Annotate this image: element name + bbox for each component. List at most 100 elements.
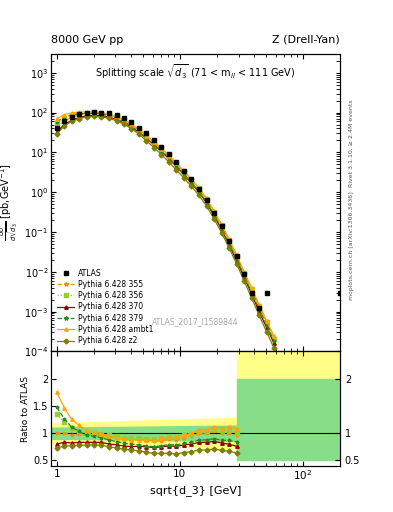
- ATLAS: [196, 186, 201, 192]
- Line: Pythia 6.428 379: Pythia 6.428 379: [55, 112, 276, 343]
- Pythia 6.428 355: [107, 111, 111, 117]
- Pythia 6.428 379: [264, 322, 269, 328]
- Pythia 6.428 379: [137, 129, 141, 135]
- Pythia 6.428 379: [69, 112, 74, 118]
- Pythia 6.428 ambt1: [144, 133, 149, 139]
- Pythia 6.428 ambt1: [99, 110, 104, 116]
- Pythia 6.428 355: [264, 319, 269, 325]
- Pythia 6.428 ambt1: [189, 176, 194, 182]
- Pythia 6.428 379: [99, 111, 104, 117]
- Pythia 6.428 379: [182, 171, 186, 177]
- Text: ATLAS_2017_I1589844: ATLAS_2017_I1589844: [152, 317, 239, 326]
- Pythia 6.428 355: [77, 112, 81, 118]
- Pythia 6.428 ambt1: [219, 222, 224, 228]
- Pythia 6.428 379: [92, 110, 96, 116]
- Pythia 6.428 370: [257, 309, 261, 315]
- Pythia 6.428 355: [129, 121, 134, 127]
- Pythia 6.428 356: [242, 270, 246, 276]
- Pythia 6.428 355: [219, 223, 224, 229]
- Pythia 6.428 379: [257, 305, 261, 311]
- Pythia 6.428 z2: [137, 131, 141, 137]
- Pythia 6.428 379: [227, 240, 231, 246]
- Y-axis label: $\frac{d\sigma}{d\sqrt{d_3}}$ [pb,GeV$^{-1}$]: $\frac{d\sigma}{d\sqrt{d_3}}$ [pb,GeV$^{…: [0, 164, 21, 242]
- Pythia 6.428 379: [62, 114, 66, 120]
- Pythia 6.428 370: [234, 258, 239, 264]
- Pythia 6.428 z2: [257, 312, 261, 318]
- Pythia 6.428 z2: [219, 230, 224, 236]
- Pythia 6.428 z2: [144, 138, 149, 144]
- Pythia 6.428 370: [189, 180, 194, 186]
- Pythia 6.428 356: [174, 160, 179, 166]
- Pythia 6.428 z2: [84, 114, 89, 120]
- Pythia 6.428 356: [107, 111, 111, 117]
- Pythia 6.428 ambt1: [182, 168, 186, 174]
- ATLAS: [234, 253, 239, 259]
- Pythia 6.428 z2: [99, 114, 104, 120]
- Pythia 6.428 z2: [167, 159, 171, 165]
- Pythia 6.428 z2: [189, 183, 194, 189]
- Pythia 6.428 355: [249, 287, 254, 293]
- Pythia 6.428 355: [84, 110, 89, 116]
- Pythia 6.428 370: [137, 129, 141, 135]
- ATLAS: [92, 109, 96, 115]
- ATLAS: [204, 197, 209, 203]
- Pythia 6.428 355: [182, 169, 186, 175]
- Pythia 6.428 355: [174, 161, 179, 167]
- Pythia 6.428 z2: [122, 121, 127, 127]
- Pythia 6.428 356: [196, 185, 201, 191]
- Pythia 6.428 ambt1: [167, 153, 171, 159]
- Pythia 6.428 ambt1: [114, 114, 119, 120]
- ATLAS: [107, 110, 111, 116]
- Pythia 6.428 356: [62, 115, 66, 121]
- Line: Pythia 6.428 ambt1: Pythia 6.428 ambt1: [55, 110, 276, 338]
- Y-axis label: Ratio to ATLAS: Ratio to ATLAS: [21, 376, 30, 442]
- Pythia 6.428 379: [219, 225, 224, 231]
- X-axis label: sqrt{d_3} [GeV]: sqrt{d_3} [GeV]: [150, 485, 241, 496]
- Pythia 6.428 370: [167, 156, 171, 162]
- Pythia 6.428 379: [152, 141, 156, 147]
- Pythia 6.428 355: [99, 110, 104, 116]
- Pythia 6.428 370: [212, 213, 217, 219]
- Pythia 6.428 379: [167, 155, 171, 161]
- Pythia 6.428 ambt1: [227, 236, 231, 242]
- Pythia 6.428 z2: [204, 203, 209, 209]
- Pythia 6.428 379: [122, 119, 127, 125]
- Pythia 6.428 356: [144, 132, 149, 138]
- Pythia 6.428 356: [152, 138, 156, 144]
- Pythia 6.428 370: [227, 242, 231, 248]
- Pythia 6.428 ambt1: [152, 139, 156, 145]
- ATLAS: [54, 125, 59, 132]
- ATLAS: [129, 119, 134, 125]
- Pythia 6.428 ambt1: [62, 112, 66, 118]
- Pythia 6.428 ambt1: [69, 110, 74, 116]
- Pythia 6.428 370: [242, 274, 246, 281]
- Pythia 6.428 ambt1: [84, 109, 89, 115]
- ATLAS: [122, 115, 127, 121]
- Pythia 6.428 z2: [212, 216, 217, 222]
- Pythia 6.428 355: [257, 303, 261, 309]
- Pythia 6.428 370: [114, 116, 119, 122]
- Text: mcplots.cern.ch [arXiv:1306.3436]: mcplots.cern.ch [arXiv:1306.3436]: [349, 191, 354, 300]
- Pythia 6.428 370: [159, 148, 164, 155]
- Pythia 6.428 356: [272, 335, 276, 342]
- Pythia 6.428 z2: [54, 131, 59, 137]
- Pythia 6.428 370: [77, 115, 81, 121]
- Legend: ATLAS, Pythia 6.428 355, Pythia 6.428 356, Pythia 6.428 370, Pythia 6.428 379, P: ATLAS, Pythia 6.428 355, Pythia 6.428 35…: [55, 266, 156, 348]
- Pythia 6.428 370: [84, 113, 89, 119]
- Pythia 6.428 379: [212, 212, 217, 218]
- Pythia 6.428 355: [212, 209, 217, 216]
- Pythia 6.428 355: [196, 186, 201, 192]
- Pythia 6.428 355: [234, 253, 239, 260]
- Pythia 6.428 355: [69, 114, 74, 120]
- Pythia 6.428 370: [62, 121, 66, 127]
- Pythia 6.428 379: [144, 135, 149, 141]
- Pythia 6.428 z2: [234, 261, 239, 267]
- Pythia 6.428 355: [114, 114, 119, 120]
- Pythia 6.428 356: [114, 113, 119, 119]
- Pythia 6.428 355: [137, 126, 141, 133]
- ATLAS: [84, 110, 89, 116]
- Pythia 6.428 370: [272, 340, 276, 347]
- Pythia 6.428 355: [204, 197, 209, 203]
- Pythia 6.428 355: [122, 117, 127, 123]
- Pythia 6.428 z2: [152, 144, 156, 151]
